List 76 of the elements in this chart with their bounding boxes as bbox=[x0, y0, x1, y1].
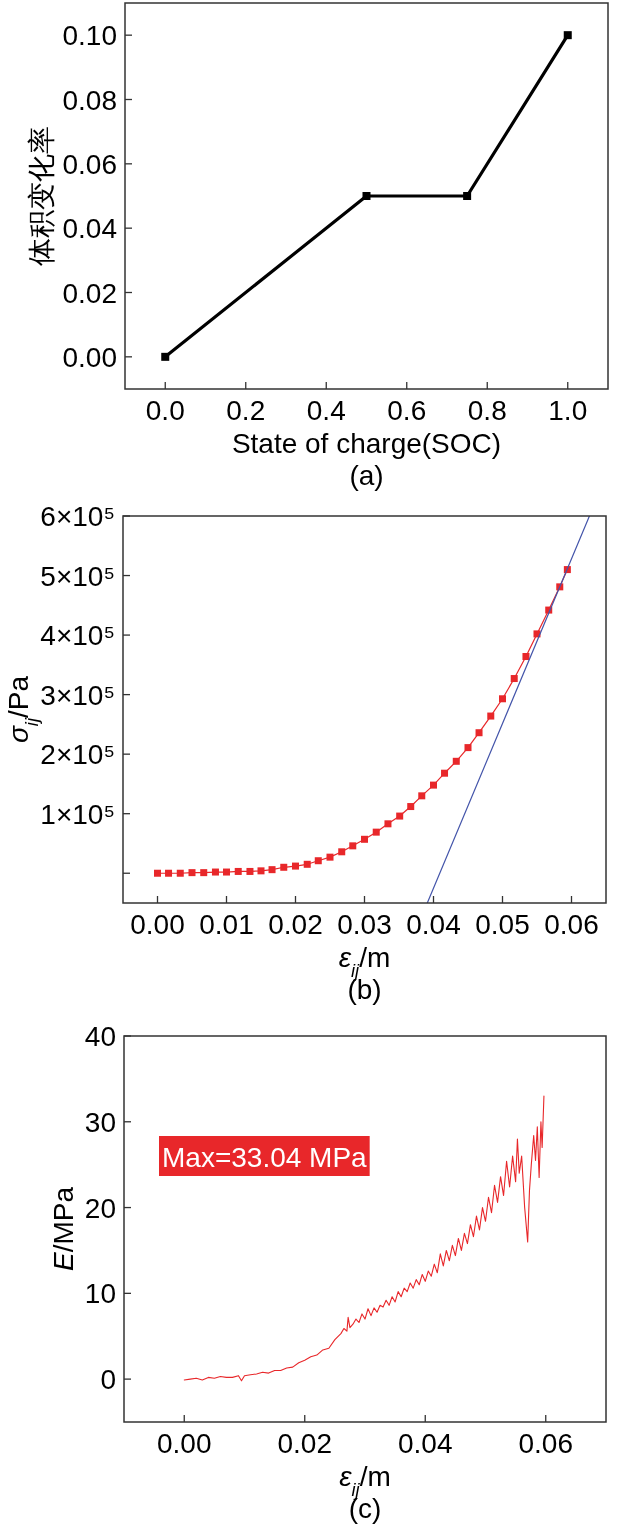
point bbox=[362, 192, 371, 200]
point bbox=[326, 853, 334, 861]
point bbox=[234, 867, 242, 875]
point bbox=[452, 757, 460, 765]
point bbox=[188, 869, 196, 877]
point bbox=[475, 729, 483, 737]
y-tick-label: 5×10⁵ bbox=[40, 560, 115, 592]
point bbox=[372, 828, 380, 836]
y-tick-label: 0.00 bbox=[62, 341, 117, 373]
y-tick-label: 0.06 bbox=[62, 148, 117, 180]
y-tick-label: 4×10⁵ bbox=[40, 620, 115, 652]
x-tick-label: 0.04 bbox=[406, 909, 461, 940]
x-tick-label: 0.05 bbox=[475, 909, 530, 940]
point bbox=[418, 792, 426, 800]
point bbox=[384, 820, 392, 828]
point bbox=[361, 835, 368, 843]
y-tick-label: 10 bbox=[84, 1278, 116, 1310]
point bbox=[510, 675, 518, 683]
point bbox=[441, 769, 449, 777]
y-tick-label: 1×10⁵ bbox=[40, 798, 115, 830]
point bbox=[161, 352, 170, 361]
x-tick-label: 0.2 bbox=[226, 395, 266, 426]
x-tick-label: 0.4 bbox=[306, 395, 346, 426]
point bbox=[246, 867, 254, 875]
point bbox=[338, 848, 346, 856]
point bbox=[563, 31, 572, 40]
x-tick-label: 0.03 bbox=[337, 909, 392, 940]
point bbox=[292, 862, 299, 870]
y-tick-label: 2×10⁵ bbox=[40, 739, 115, 771]
point bbox=[430, 781, 437, 789]
y-tick-label: 30 bbox=[84, 1106, 116, 1138]
point bbox=[257, 867, 265, 875]
point bbox=[154, 869, 161, 877]
point bbox=[349, 842, 357, 850]
y-tick-label: 40 bbox=[84, 1021, 116, 1052]
point bbox=[211, 868, 219, 876]
point bbox=[487, 712, 495, 720]
x-tick-label: 0.02 bbox=[277, 1428, 332, 1459]
y-axis-title: 体积变化率 bbox=[25, 126, 57, 266]
x-axis-title: State of charge(SOC) bbox=[231, 428, 502, 459]
x-tick-label: 0.00 bbox=[130, 909, 185, 940]
text: (a) bbox=[349, 460, 384, 491]
x-tick-label: 0.06 bbox=[544, 909, 599, 940]
y-tick-label: 0.04 bbox=[62, 213, 117, 245]
y-tick-label: 0 bbox=[100, 1364, 116, 1396]
y-tick-label: 3×10⁵ bbox=[40, 679, 115, 711]
point bbox=[407, 803, 415, 811]
x-tick-label: 0.0 bbox=[145, 395, 185, 426]
x-tick-label: 1.0 bbox=[548, 395, 588, 426]
annotation: Max=33.04 MPa bbox=[162, 1142, 368, 1173]
y-tick-label: 0.02 bbox=[62, 277, 117, 309]
point bbox=[176, 869, 184, 877]
y-tick-label: 6×10⁵ bbox=[40, 501, 115, 532]
point bbox=[314, 857, 322, 865]
point bbox=[464, 744, 472, 752]
x-tick-label: 0.04 bbox=[398, 1428, 453, 1459]
point bbox=[165, 869, 173, 877]
point bbox=[396, 812, 404, 820]
point bbox=[499, 695, 506, 703]
point bbox=[223, 868, 230, 876]
point bbox=[522, 653, 530, 661]
x-tick-label: 0.02 bbox=[268, 909, 323, 940]
point bbox=[280, 863, 288, 871]
x-tick-label: 0.06 bbox=[518, 1428, 573, 1459]
y-axis-title: E/MPa bbox=[47, 1186, 79, 1272]
y-tick-label: 0.10 bbox=[62, 20, 117, 52]
x-tick-label: 0.6 bbox=[387, 395, 427, 426]
point bbox=[463, 192, 472, 200]
x-tick-label: 0.01 bbox=[199, 909, 254, 940]
point bbox=[303, 860, 311, 868]
y-tick-label: 0.08 bbox=[62, 84, 117, 116]
point bbox=[268, 866, 276, 874]
x-tick-label: 0.00 bbox=[157, 1428, 212, 1459]
x-tick-label: 0.8 bbox=[467, 395, 507, 426]
point bbox=[200, 869, 208, 877]
y-tick-label: 20 bbox=[84, 1192, 116, 1224]
